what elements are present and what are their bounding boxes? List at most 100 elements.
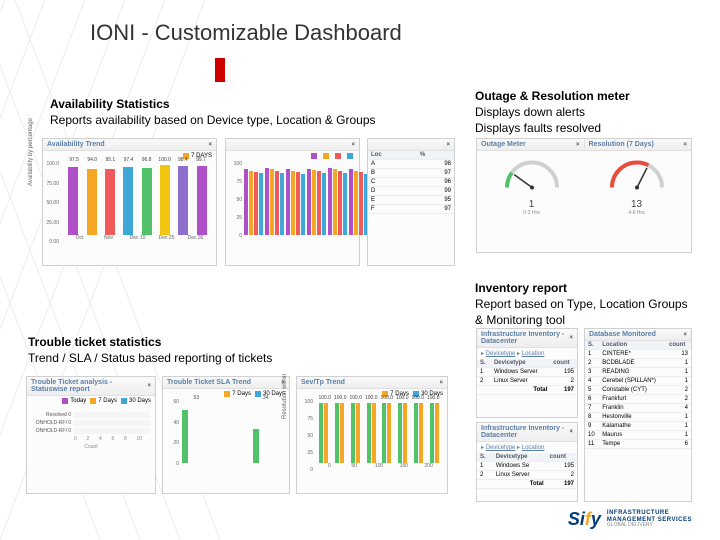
inventory-table: S.Devicetypecount1Windows Se1952Linux Se…: [477, 453, 577, 489]
panel-inventory-2: Infrastructure Inventory - Datacenter × …: [476, 422, 578, 502]
y-axis-label: Resolution within: [282, 374, 288, 419]
close-icon[interactable]: ×: [683, 332, 687, 338]
gauge-value: 1: [502, 199, 562, 210]
bar: [123, 167, 133, 235]
bar: [430, 403, 434, 463]
bar: [307, 169, 311, 236]
bar: [160, 165, 170, 235]
y-axis: 100.075.0050.0025.000.00: [41, 161, 59, 245]
inventory-tabs: ▸ Devicetype ▸ Location: [477, 442, 577, 453]
logo-mark: Sify: [568, 509, 601, 530]
bar: [367, 403, 371, 463]
legend-item[interactable]: 30 Days: [121, 398, 151, 404]
bar: [296, 172, 300, 235]
legend-item[interactable]: [335, 153, 343, 159]
bar: [382, 403, 386, 463]
bar: [105, 169, 115, 236]
close-icon[interactable]: ×: [576, 142, 580, 148]
panel-title: Database Monitored: [589, 331, 656, 338]
gauge-sub: 4-6 Hrs: [607, 210, 667, 216]
inventory-table: S.Devicetypecount1Windows Server1952Linu…: [477, 359, 577, 395]
legend: [226, 151, 359, 161]
close-icon[interactable]: ×: [446, 142, 450, 148]
section-availability: Availability Statistics Reports availabi…: [50, 96, 430, 128]
close-icon[interactable]: ×: [569, 429, 573, 435]
gauge: 134-6 Hrs: [607, 155, 667, 216]
table-row: 2BCDBLADE1: [585, 359, 691, 368]
bar: [319, 403, 323, 463]
table-row: 1Windows Server195: [477, 368, 577, 377]
tab-location[interactable]: Location: [522, 351, 545, 357]
hbar-chart: Resolved 0ONHOLD-RFI 0ONHOLD-RFI 0024681…: [27, 406, 155, 454]
close-icon[interactable]: ×: [683, 142, 687, 148]
panel-gauges: Outage Meter × Resolution (7 Days) × 10-…: [476, 138, 692, 253]
table-row: 10Maurus1: [585, 431, 691, 440]
legend-item[interactable]: Today: [62, 398, 86, 404]
hbar-row: ONHOLD-RFI 0: [33, 428, 149, 434]
legend-item[interactable]: 7 Days: [90, 398, 117, 404]
legend: Today 7 Days 30 Days: [27, 396, 155, 406]
bar-chart: 5334: [179, 403, 283, 463]
bar: [142, 168, 152, 235]
bar: [280, 173, 284, 235]
y-axis: 1007550250: [295, 399, 313, 473]
panel-inventory-1: Infrastructure Inventory - Datacenter × …: [476, 328, 578, 418]
close-icon[interactable]: ×: [208, 142, 212, 148]
close-icon[interactable]: ×: [351, 142, 355, 148]
inventory-tabs: ▸ Devicetype ▸ Location: [477, 348, 577, 359]
accent-mark: [215, 58, 225, 82]
panel-title: Trouble Ticket analysis - Statuswise rep…: [31, 379, 147, 393]
table-row: D99: [368, 187, 454, 196]
gauge: 10-3 Hrs: [502, 155, 562, 216]
bar: [343, 173, 347, 235]
table-row: 8Hestonville1: [585, 413, 691, 422]
bar: [372, 403, 376, 463]
tab-devicetype[interactable]: Devicetype: [486, 445, 516, 451]
outage-heading: Outage & Resolution meter: [475, 89, 630, 103]
bar: [356, 403, 360, 463]
y-axis: 6040200: [161, 399, 179, 467]
gauge-value: 13: [607, 199, 667, 210]
inventory-heading: Inventory report: [475, 281, 567, 295]
availability-table: Loc%A98B97C96D99E95F97: [368, 151, 454, 214]
bar: [398, 403, 402, 463]
bar: [87, 169, 97, 235]
bar: [414, 403, 418, 463]
bar: [338, 171, 342, 235]
close-icon[interactable]: ×: [147, 383, 151, 389]
bar: [265, 168, 269, 235]
panel-title: Infrastructure Inventory - Datacenter: [481, 331, 569, 345]
bar: [197, 166, 207, 235]
close-icon[interactable]: ×: [439, 380, 443, 386]
bar: [354, 171, 358, 235]
bar: [322, 173, 326, 235]
gauge-sub: 0-3 Hrs: [502, 210, 562, 216]
panel-title: Availability Trend: [47, 141, 105, 148]
bar-chart: 97.594.095.197.496.8100.098.499.7: [65, 165, 210, 235]
bar: [291, 171, 295, 235]
panel-db-monitored: Database Monitored × S.Locationcount1CIN…: [584, 328, 692, 502]
x-labels: OctNovDec 10Dec 25Dec 30: [65, 235, 210, 241]
legend-item[interactable]: [311, 153, 319, 159]
tab-devicetype[interactable]: Devicetype: [486, 351, 516, 357]
availability-desc: Reports availability based on Device typ…: [50, 113, 376, 127]
panel-sev-trend: Sev/Tp Trend × 7 Days30 Days Resolution …: [296, 376, 448, 494]
bar: [253, 429, 259, 463]
bar: [333, 169, 337, 235]
bar: [275, 171, 279, 235]
legend-item[interactable]: [347, 153, 355, 159]
table-row: 1Windows Se195: [477, 462, 577, 471]
bar: [270, 169, 274, 235]
table-row: 2Linux Server2: [477, 471, 577, 480]
close-icon[interactable]: ×: [569, 335, 573, 341]
panel-availability-table: × Loc%A98B97C96D99E95F97: [367, 138, 455, 266]
bar-chart: [244, 165, 353, 235]
bar: [249, 171, 253, 235]
x-labels: 050100150200: [317, 463, 441, 469]
panel-availability-trend: Availability Trend × 7 DAYS Availability…: [42, 138, 217, 266]
legend-item[interactable]: [323, 153, 331, 159]
brand-logo: Sify INFRASTRUCTURE MANAGEMENT SERVICES …: [568, 509, 692, 530]
hbar-row: ONHOLD-RFI 0: [33, 420, 149, 426]
tab-location[interactable]: Location: [522, 445, 545, 451]
table-row: C96: [368, 178, 454, 187]
